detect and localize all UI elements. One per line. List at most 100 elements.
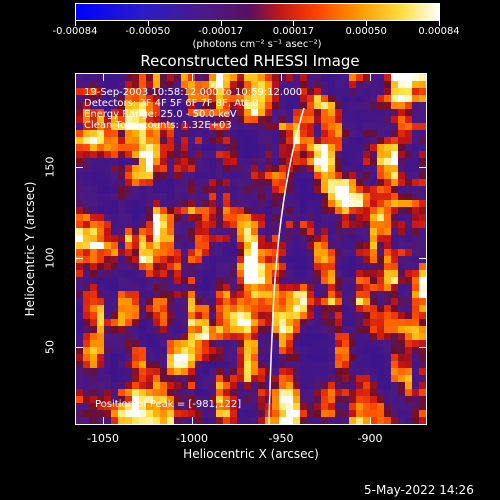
heatmap-cell: [160, 130, 168, 138]
heatmap-cell: [349, 221, 357, 229]
heatmap-cell: [314, 207, 322, 215]
heatmap-cell: [251, 396, 259, 404]
heatmap-cell: [307, 403, 315, 411]
heatmap-cell: [328, 81, 336, 89]
heatmap-cell: [321, 312, 329, 320]
heatmap-cell: [356, 235, 364, 243]
heatmap-cell: [349, 403, 357, 411]
heatmap-cell: [391, 396, 399, 404]
heatmap-cell: [237, 326, 245, 334]
heatmap-cell: [90, 382, 98, 390]
heatmap-cell: [160, 333, 168, 341]
heatmap-cell: [216, 116, 224, 124]
heatmap-cell: [300, 200, 308, 208]
heatmap-cell: [258, 354, 266, 362]
heatmap-cell: [202, 396, 210, 404]
heatmap-cell: [307, 270, 315, 278]
heatmap-cell: [405, 165, 413, 173]
heatmap-cell: [209, 249, 217, 257]
heatmap-cell: [391, 179, 399, 187]
heatmap-cell: [230, 410, 238, 418]
heatmap-cell: [356, 95, 364, 103]
heatmap-cell: [237, 151, 245, 159]
heatmap-cell: [244, 95, 252, 103]
heatmap-cell: [363, 130, 371, 138]
heatmap-cell: [398, 277, 406, 285]
heatmap-cell: [244, 179, 252, 187]
heatmap-cell: [321, 277, 329, 285]
heatmap-cell: [174, 312, 182, 320]
info-clean: Clean Total counts: 1.32E+03: [84, 120, 232, 131]
heatmap-cell: [83, 137, 91, 145]
heatmap-cell: [286, 319, 294, 327]
heatmap-cell: [83, 186, 91, 194]
heatmap-cell: [209, 81, 217, 89]
heatmap-cell: [419, 144, 426, 152]
heatmap-cell: [146, 144, 154, 152]
heatmap-cell: [384, 298, 392, 306]
heatmap-cell: [349, 214, 357, 222]
heatmap-cell: [104, 368, 112, 376]
heatmap-cell: [230, 130, 238, 138]
heatmap-cell: [104, 312, 112, 320]
heatmap-cell: [83, 214, 91, 222]
heatmap-cell: [125, 74, 133, 82]
heatmap-cell: [265, 207, 273, 215]
heatmap-cell: [202, 249, 210, 257]
heatmap-cell: [223, 403, 231, 411]
heatmap-cell: [139, 200, 147, 208]
heatmap-cell: [167, 256, 175, 264]
axis-tick: [75, 347, 83, 348]
heatmap-cell: [314, 333, 322, 341]
heatmap-cell: [167, 102, 175, 110]
heatmap-cell: [76, 256, 84, 264]
heatmap-cell: [209, 410, 217, 418]
heatmap-cell: [97, 249, 105, 257]
heatmap-cell: [188, 396, 196, 404]
heatmap-cell: [97, 340, 105, 348]
heatmap-cell: [160, 249, 168, 257]
heatmap-cell: [412, 396, 420, 404]
heatmap-cell: [76, 277, 84, 285]
heatmap-cell: [342, 172, 350, 180]
heatmap-cell: [104, 221, 112, 229]
heatmap-cell: [265, 333, 273, 341]
heatmap-cell: [391, 319, 399, 327]
heatmap-cell: [314, 347, 322, 355]
heatmap-cell: [342, 396, 350, 404]
heatmap-cell: [230, 74, 238, 82]
heatmap-cell: [307, 158, 315, 166]
heatmap-cell: [111, 221, 119, 229]
heatmap-cell: [202, 298, 210, 306]
heatmap-cell: [370, 305, 378, 313]
heatmap-cell: [293, 158, 301, 166]
heatmap-cell: [202, 186, 210, 194]
heatmap-cell: [167, 410, 175, 418]
heatmap-cell: [314, 417, 322, 424]
heatmap-cell: [181, 389, 189, 397]
heatmap-cell: [118, 340, 126, 348]
heatmap-cell: [286, 410, 294, 418]
heatmap-cell: [258, 116, 266, 124]
axis-tick: [419, 258, 427, 259]
heatmap-cell: [125, 410, 133, 418]
heatmap-cell: [188, 172, 196, 180]
heatmap-cell: [244, 389, 252, 397]
heatmap-cell: [216, 354, 224, 362]
heatmap-cell: [405, 235, 413, 243]
heatmap-cell: [279, 144, 287, 152]
heatmap-cell: [216, 291, 224, 299]
heatmap-cell: [321, 214, 329, 222]
heatmap-cell: [216, 228, 224, 236]
heatmap-cell: [384, 347, 392, 355]
heatmap-cell: [279, 172, 287, 180]
heatmap-cell: [349, 270, 357, 278]
heatmap-cell: [111, 312, 119, 320]
heatmap-cell: [202, 270, 210, 278]
heatmap-cell: [237, 228, 245, 236]
heatmap-cell: [286, 207, 294, 215]
heatmap-cell: [97, 256, 105, 264]
heatmap-cell: [188, 109, 196, 117]
heatmap-cell: [223, 165, 231, 173]
heatmap-cell: [342, 389, 350, 397]
